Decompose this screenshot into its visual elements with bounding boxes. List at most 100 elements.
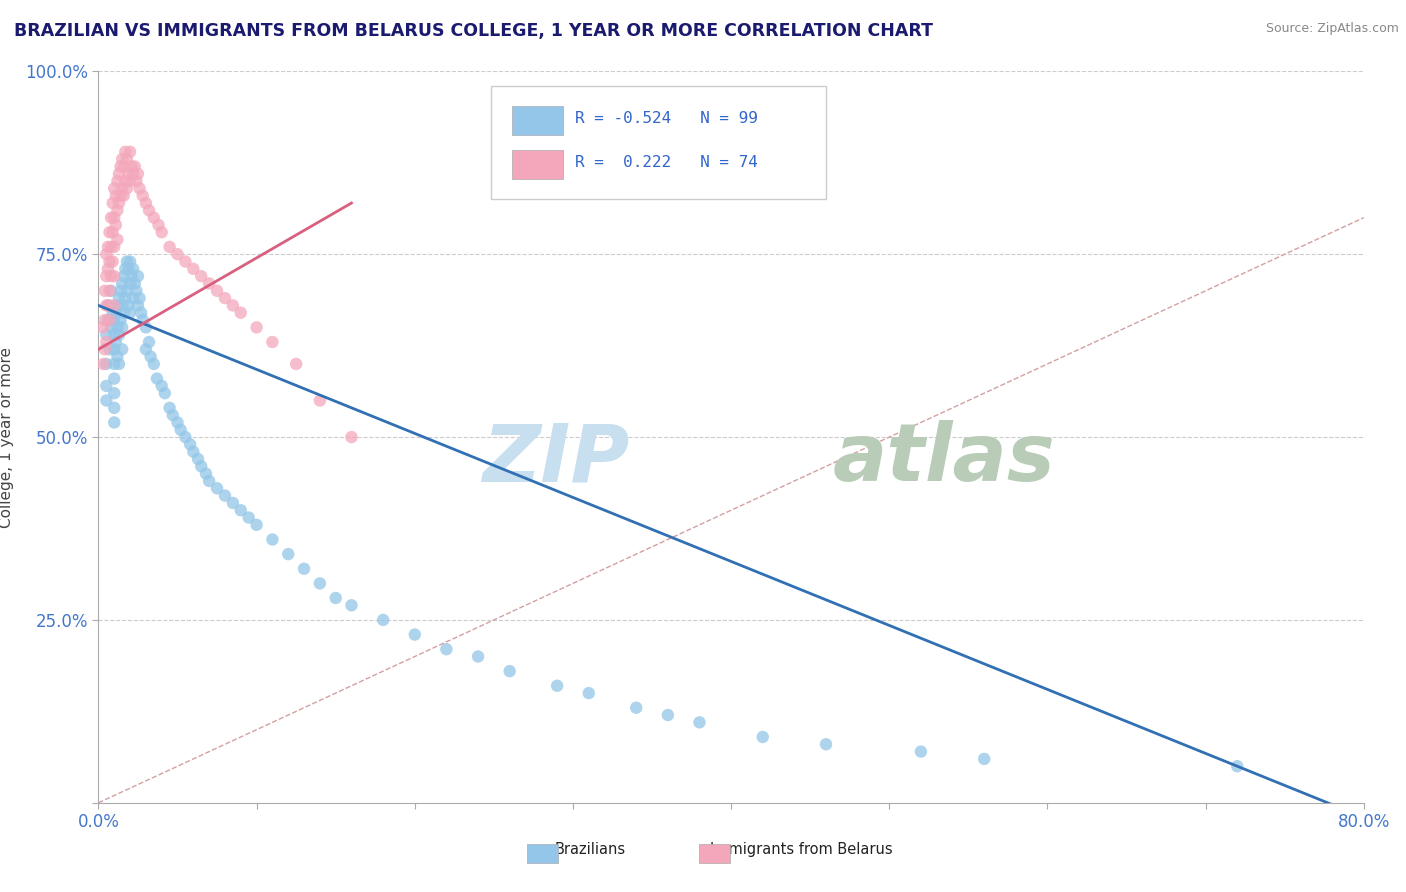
Point	[108, 291, 131, 305]
Point	[309, 576, 332, 591]
Point	[107, 298, 129, 312]
Point	[973, 752, 995, 766]
Point	[120, 145, 141, 159]
Point	[169, 423, 191, 437]
Point	[198, 277, 221, 291]
Point	[98, 298, 121, 312]
Point	[103, 343, 125, 357]
Point	[340, 599, 363, 613]
Point	[138, 203, 160, 218]
Point	[132, 188, 155, 202]
Point	[112, 188, 135, 202]
Point	[98, 225, 121, 239]
Point	[546, 679, 568, 693]
Point	[114, 174, 136, 188]
Point	[111, 152, 134, 166]
Point	[121, 160, 143, 174]
Point	[229, 503, 252, 517]
Point	[110, 160, 132, 174]
Point	[100, 211, 122, 225]
Point	[111, 277, 134, 291]
Point	[498, 664, 520, 678]
Point	[205, 284, 228, 298]
Point	[110, 188, 132, 202]
Point	[132, 313, 155, 327]
Point	[246, 320, 269, 334]
Text: R = -0.524   N = 99: R = -0.524 N = 99	[575, 112, 758, 127]
Point	[96, 357, 118, 371]
Point	[179, 437, 201, 451]
Point	[96, 379, 118, 393]
Point	[104, 306, 127, 320]
Point	[96, 298, 118, 312]
Point	[150, 225, 173, 239]
Point	[371, 613, 394, 627]
Point	[222, 496, 245, 510]
Point	[110, 284, 132, 298]
Point	[120, 306, 141, 320]
Point	[115, 284, 138, 298]
Point	[159, 240, 181, 254]
Point	[309, 393, 332, 408]
Point	[111, 298, 134, 312]
Point	[114, 261, 136, 276]
Point	[103, 313, 125, 327]
Point	[103, 401, 125, 415]
Point	[111, 320, 134, 334]
Point	[93, 343, 117, 357]
Point	[129, 306, 152, 320]
Point	[148, 218, 170, 232]
Bar	[512, 106, 562, 135]
Point	[112, 306, 135, 320]
Text: BRAZILIAN VS IMMIGRANTS FROM BELARUS COLLEGE, 1 YEAR OR MORE CORRELATION CHART: BRAZILIAN VS IMMIGRANTS FROM BELARUS COL…	[14, 22, 934, 40]
Point	[96, 247, 118, 261]
Point	[103, 298, 125, 312]
Point	[246, 517, 269, 532]
Point	[127, 167, 149, 181]
Point	[115, 254, 138, 268]
Point	[262, 533, 284, 547]
Point	[101, 254, 124, 268]
Point	[183, 444, 205, 458]
Point	[122, 167, 145, 181]
Point	[138, 334, 160, 349]
Point	[112, 160, 135, 174]
Point	[183, 261, 205, 276]
Point	[96, 393, 118, 408]
Point	[100, 240, 122, 254]
Point	[277, 547, 299, 561]
Point	[814, 737, 837, 751]
FancyBboxPatch shape	[491, 86, 825, 200]
Point	[101, 225, 124, 239]
Point	[91, 320, 114, 334]
Point	[166, 247, 188, 261]
Point	[103, 371, 125, 385]
Point	[100, 269, 122, 284]
Point	[142, 211, 165, 225]
Point	[229, 306, 252, 320]
Point	[98, 343, 121, 357]
Point	[107, 203, 129, 218]
Point	[153, 386, 176, 401]
Point	[128, 291, 150, 305]
Point	[162, 408, 184, 422]
Point	[107, 233, 129, 247]
Point	[117, 298, 139, 312]
Point	[125, 174, 148, 188]
Point	[910, 745, 932, 759]
Point	[340, 430, 363, 444]
Point	[103, 240, 125, 254]
Point	[114, 291, 136, 305]
Point	[104, 188, 127, 202]
Point	[150, 379, 173, 393]
Point	[135, 320, 157, 334]
Point	[751, 730, 773, 744]
Point	[135, 196, 157, 211]
Point	[404, 627, 426, 641]
Bar	[512, 150, 562, 179]
Point	[91, 357, 114, 371]
Point	[115, 152, 138, 166]
Point	[97, 240, 120, 254]
Point	[688, 715, 710, 730]
Point	[187, 452, 209, 467]
